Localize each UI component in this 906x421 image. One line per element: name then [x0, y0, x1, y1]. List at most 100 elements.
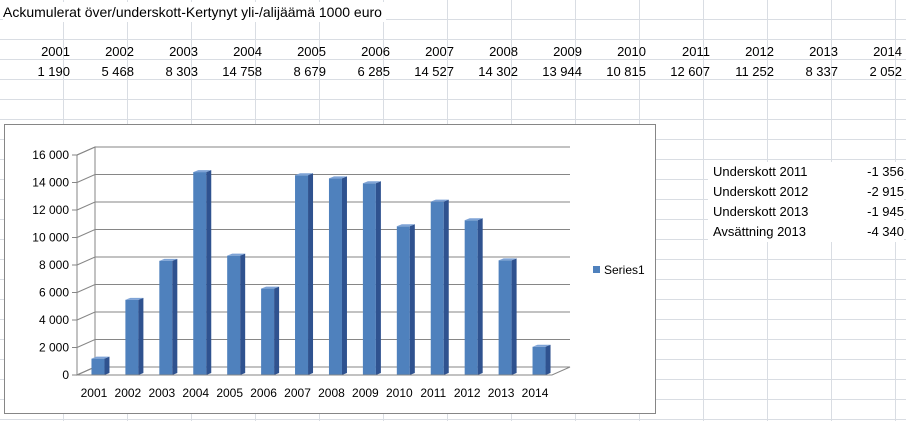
value-cell[interactable]: 8 679 — [293, 64, 326, 79]
gridline — [76, 311, 570, 321]
bar — [295, 175, 309, 375]
year-cell[interactable]: 2013 — [809, 44, 838, 59]
x-tick-label: 2008 — [318, 386, 345, 400]
y-tick-label: 12 000 — [32, 203, 69, 217]
gridline — [76, 146, 570, 156]
bar — [91, 358, 105, 375]
bar-side — [240, 253, 246, 375]
bar-side — [308, 173, 314, 375]
y-tick-label: 14 000 — [32, 176, 69, 190]
side-label[interactable]: Underskott 2011 — [713, 164, 808, 179]
gridline — [76, 174, 570, 183]
bar — [159, 260, 173, 375]
side-label[interactable]: Underskott 2013 — [713, 204, 809, 219]
year-cell[interactable]: 2009 — [553, 44, 582, 59]
bar-side — [274, 286, 280, 375]
bar-top — [193, 170, 212, 173]
bar-top — [362, 181, 381, 184]
side-value[interactable]: -1 945 — [867, 204, 904, 219]
bar — [328, 178, 342, 375]
x-tick-label: 2006 — [250, 386, 277, 400]
year-cell[interactable]: 2003 — [169, 44, 198, 59]
x-tick-label: 2013 — [488, 386, 515, 400]
y-tick-label: 8 000 — [39, 258, 69, 272]
year-cell[interactable]: 2014 — [873, 44, 902, 59]
y-tick-label: 2 000 — [39, 341, 69, 355]
x-tick-label: 2001 — [81, 386, 108, 400]
side-value[interactable]: -4 340 — [867, 224, 904, 239]
value-cell[interactable]: 1 190 — [37, 64, 70, 79]
bar-side — [138, 297, 144, 375]
value-cell[interactable]: 5 468 — [101, 64, 134, 79]
bar-side — [341, 176, 347, 375]
bar — [396, 226, 410, 375]
bar — [430, 201, 444, 375]
year-cell[interactable]: 2007 — [425, 44, 454, 59]
year-cell[interactable]: 2005 — [297, 44, 326, 59]
gridline — [76, 229, 570, 238]
value-cell[interactable]: 14 758 — [222, 64, 262, 79]
x-tick-label: 2014 — [522, 386, 549, 400]
side-table: Underskott 2011 -1 356 Underskott 2012 -… — [708, 162, 904, 242]
bar — [193, 172, 207, 375]
bar-top — [396, 224, 415, 227]
bar — [498, 260, 512, 375]
value-cell[interactable]: 13 944 — [542, 64, 582, 79]
value-cell[interactable]: 2 052 — [869, 64, 902, 79]
side-value[interactable]: -2 915 — [867, 184, 904, 199]
x-tick-label: 2010 — [386, 386, 413, 400]
value-cell[interactable]: 14 302 — [478, 64, 518, 79]
value-cell[interactable]: 12 607 — [670, 64, 710, 79]
x-tick-label: 2007 — [284, 386, 311, 400]
gridline — [76, 284, 570, 293]
gridline — [76, 256, 570, 266]
bar-top — [91, 356, 110, 359]
value-row: 1 190 5 468 8 303 14 758 8 679 6 285 14 … — [0, 62, 906, 82]
value-cell[interactable]: 11 252 — [735, 64, 774, 79]
value-cell[interactable]: 8 337 — [805, 64, 838, 79]
side-label[interactable]: Avsättning 2013 — [713, 224, 806, 239]
bar-side — [104, 356, 110, 375]
y-tick-label: 0 — [62, 368, 69, 382]
legend-label: Series1 — [604, 263, 645, 277]
bar-top — [430, 199, 449, 202]
bar-side — [206, 170, 212, 375]
bar-side — [443, 199, 449, 375]
year-cell[interactable]: 2011 — [682, 44, 710, 59]
chart-area[interactable]: 0 2 000 4 000 6 000 8 000 10 000 12 000 14 000 1… — [4, 124, 656, 414]
x-tick-label: 2012 — [454, 386, 481, 400]
y-tick-label: 4 000 — [39, 313, 69, 327]
bar-top — [295, 173, 314, 176]
bar — [261, 288, 275, 375]
year-cell[interactable]: 2012 — [745, 44, 774, 59]
side-row: Underskott 2012 -2 915 — [708, 182, 904, 202]
bar-top — [328, 176, 347, 179]
bar-top — [498, 258, 517, 261]
bar-side — [375, 181, 381, 375]
bar-side — [511, 258, 517, 375]
side-row: Underskott 2011 -1 356 — [708, 162, 904, 182]
year-cell[interactable]: 2002 — [105, 44, 134, 59]
year-cell[interactable]: 2006 — [361, 44, 390, 59]
x-tick-label: 2005 — [216, 386, 243, 400]
value-cell[interactable]: 8 303 — [165, 64, 198, 79]
bar-side — [545, 344, 551, 375]
x-tick-label: 2009 — [352, 386, 379, 400]
year-cell[interactable]: 2010 — [617, 44, 646, 59]
x-tick-label: 2002 — [115, 386, 142, 400]
year-cell[interactable]: 2001 — [41, 44, 70, 59]
gridline — [76, 339, 570, 348]
year-cell[interactable]: 2008 — [489, 44, 518, 59]
value-cell[interactable]: 14 527 — [414, 64, 454, 79]
bar-side — [477, 218, 483, 375]
bar — [362, 183, 376, 375]
side-label[interactable]: Underskott 2012 — [713, 184, 809, 199]
value-cell[interactable]: 6 285 — [357, 64, 390, 79]
bar-top — [464, 218, 483, 221]
side-value[interactable]: -1 356 — [867, 164, 904, 179]
year-cell[interactable]: 2004 — [233, 44, 262, 59]
bar-top — [261, 286, 280, 289]
value-cell[interactable]: 10 815 — [606, 64, 646, 79]
bar-side — [409, 224, 415, 375]
bar — [464, 220, 478, 375]
